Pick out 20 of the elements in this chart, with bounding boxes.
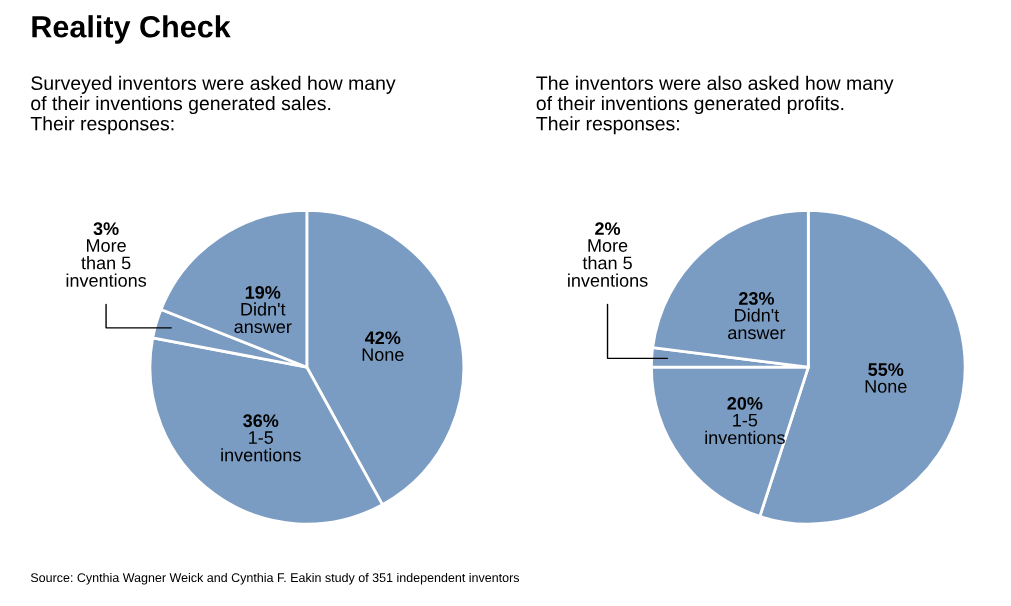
data-label: 42%: [365, 331, 401, 345]
slice-label: Didn't answer: [234, 302, 292, 334]
data-label: 36%: [243, 414, 279, 428]
slice-label: None: [865, 380, 907, 393]
slice-label: 1-5 inventions: [221, 431, 301, 462]
slice-label: Didn't answer: [728, 308, 786, 340]
data-label: 19%: [245, 286, 281, 299]
data-label: 2%: [595, 222, 621, 236]
slice-label: None: [362, 348, 404, 361]
data-label: 3%: [93, 222, 119, 236]
slice-label: 1-5 inventions: [705, 414, 785, 445]
source-note: Source: Cynthia Wagner Weick and Cynthia F. Eakin study of 351 independent inventors: [30, 572, 520, 585]
slice-label: More than 5 inventions: [66, 239, 147, 287]
chart-title: Reality Check: [32, 15, 231, 44]
chart-subtitle: The inventors were also asked how many of their inventions generated profits. Their responses:: [536, 75, 894, 135]
data-label: 20%: [727, 396, 763, 410]
data-label: 55%: [868, 363, 904, 376]
data-label: 23%: [738, 292, 775, 305]
chart-subtitle: Surveyed inventors were asked how many of their inventions generated sales. Their responses:: [30, 75, 396, 135]
slice-label: More than 5 inventions: [568, 239, 648, 287]
